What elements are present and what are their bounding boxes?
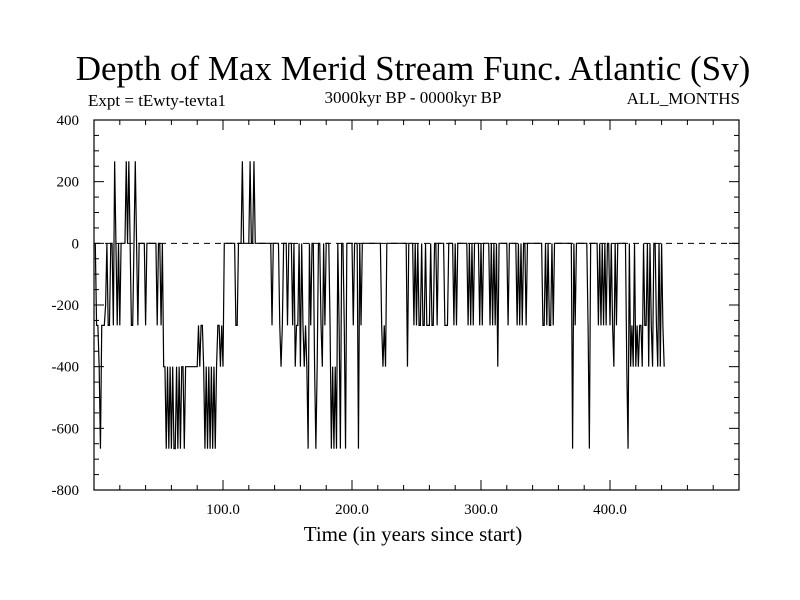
- y-tick-labels: 400 200 0 -200 -400 -600 -800: [52, 113, 80, 499]
- axis-ticks: [94, 120, 739, 490]
- y-tick-label: -800: [52, 483, 80, 499]
- x-tick-label: 200.0: [335, 502, 369, 518]
- y-tick-label: -200: [52, 298, 80, 314]
- x-tick-label: 400.0: [593, 502, 627, 518]
- series-line: [94, 161, 665, 450]
- chart-subtitle-right: ALL_MONTHS: [627, 89, 740, 108]
- x-tick-label: 300.0: [464, 502, 498, 518]
- x-tick-label: 100.0: [206, 502, 240, 518]
- y-tick-label: 0: [72, 236, 80, 252]
- chart-subtitle-left: Expt = tEwty-tevta1: [88, 91, 226, 110]
- x-tick-labels: 100.0 200.0 300.0 400.0: [206, 502, 627, 518]
- chart-subtitle-center: 3000kyr BP - 0000kyr BP: [325, 88, 502, 107]
- y-tick-label: -400: [52, 360, 80, 376]
- chart-title: Depth of Max Merid Stream Func. Atlantic…: [76, 49, 751, 88]
- x-axis-label: Time (in years since start): [304, 522, 523, 546]
- y-tick-label: 400: [57, 113, 80, 129]
- y-tick-label: -600: [52, 421, 80, 437]
- y-tick-label: 200: [57, 175, 80, 191]
